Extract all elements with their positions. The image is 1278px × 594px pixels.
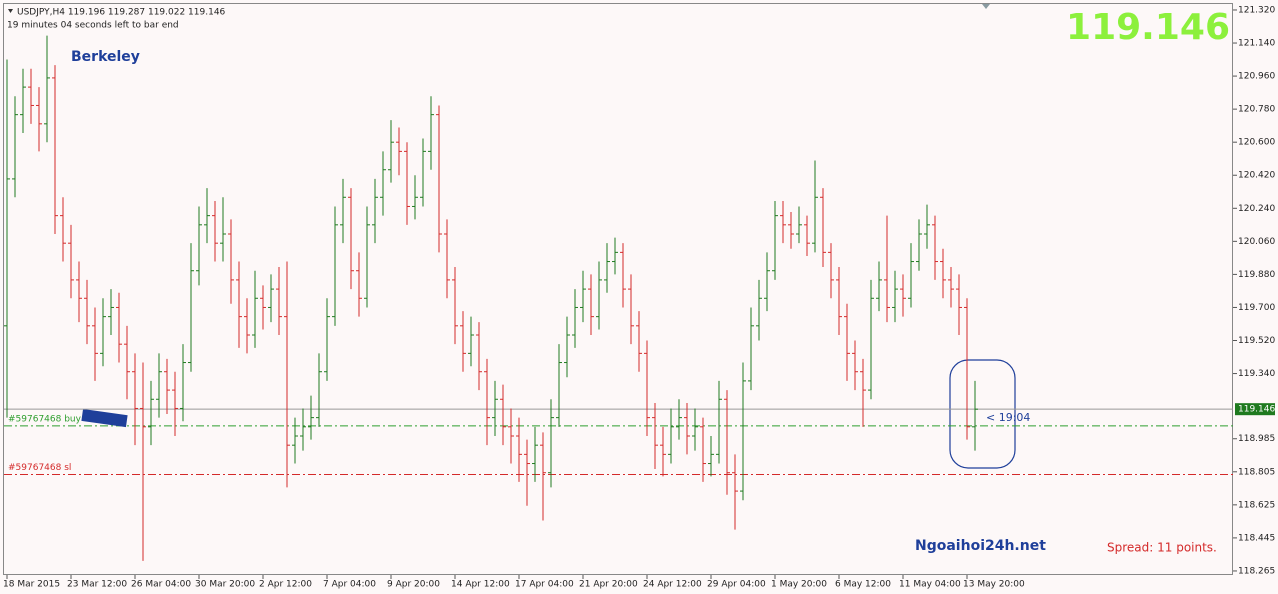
y-tick-label: 120.960 xyxy=(1238,72,1275,82)
spread: Spread: 11 points. xyxy=(1107,541,1217,555)
order-drag-handle xyxy=(81,408,128,428)
x-tick-label: 13 May 20:00 xyxy=(963,580,1025,590)
symbol-line: USDJPY,H4 119.196 119.287 119.022 119.14… xyxy=(17,8,226,18)
x-tick-label: 30 Mar 20:00 xyxy=(195,580,255,590)
x-tick-label: 18 Mar 2015 xyxy=(3,580,60,590)
x-tick-label: 6 May 12:00 xyxy=(835,580,891,590)
order-label: #59767468 buy 0 xyxy=(8,414,90,424)
bid-label: 119.146 xyxy=(1238,405,1275,415)
x-tick-label: 7 Apr 04:00 xyxy=(323,580,376,590)
y-tick-label: 119.880 xyxy=(1238,270,1275,280)
y-tick-label: 121.320 xyxy=(1238,5,1275,15)
y-tick-label: 119.700 xyxy=(1238,303,1275,313)
x-tick-label: 14 Apr 12:00 xyxy=(451,580,510,590)
x-tick-label: 23 Mar 12:00 xyxy=(67,580,127,590)
x-tick-label: 11 May 04:00 xyxy=(899,580,961,590)
x-tick-label: 1 May 20:00 xyxy=(771,580,827,590)
x-tick-label: 21 Apr 20:00 xyxy=(579,580,638,590)
y-tick-label: 120.600 xyxy=(1238,138,1275,148)
highlight-circle xyxy=(949,359,1016,469)
y-tick-label: 118.985 xyxy=(1238,434,1275,444)
x-tick-label: 24 Apr 12:00 xyxy=(643,580,702,590)
y-tick-label: 118.445 xyxy=(1238,533,1275,543)
x-tick-label: 29 Apr 04:00 xyxy=(707,580,766,590)
x-tick-label: 26 Mar 04:00 xyxy=(131,580,191,590)
order-label: #59767468 sl xyxy=(8,463,71,473)
y-tick-label: 118.265 xyxy=(1238,566,1275,576)
y-tick-label: 120.420 xyxy=(1238,171,1275,181)
y-tick-label: 120.780 xyxy=(1238,105,1275,115)
timer: < 19:04 xyxy=(986,411,1030,424)
y-tick-label: 118.805 xyxy=(1238,467,1275,477)
menu-arrow xyxy=(8,9,13,13)
big-price: 119.146 xyxy=(1066,7,1230,48)
bid-box xyxy=(1235,403,1275,416)
y-tick-label: 120.060 xyxy=(1238,237,1275,247)
y-tick-label: 120.240 xyxy=(1238,204,1275,214)
plot-frame xyxy=(3,3,1233,575)
x-tick-label: 9 Apr 20:00 xyxy=(387,580,440,590)
y-tick-label: 119.340 xyxy=(1238,369,1275,379)
x-tick-label: 2 Apr 12:00 xyxy=(259,580,312,590)
countdown: 19 minutes 04 seconds left to bar end xyxy=(7,21,179,31)
broker: Berkeley xyxy=(71,49,140,65)
y-tick-label: 119.520 xyxy=(1238,336,1275,346)
shift-marker xyxy=(982,4,990,9)
watermark: Ngoaihoi24h.net xyxy=(915,538,1046,554)
x-tick-label: 17 Apr 04:00 xyxy=(515,580,574,590)
y-tick-label: 118.625 xyxy=(1238,500,1275,510)
y-tick-label: 121.140 xyxy=(1238,39,1275,49)
